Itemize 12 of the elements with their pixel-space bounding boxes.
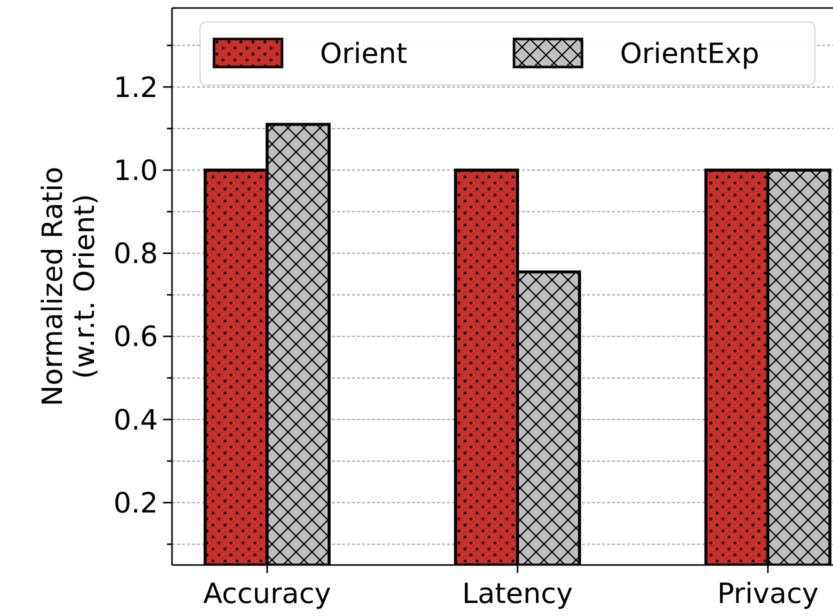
legend-label: Orient bbox=[320, 36, 408, 70]
x-tick-label: Accuracy bbox=[203, 577, 332, 610]
y-tick-label: 1.2 bbox=[113, 70, 158, 104]
y-tick-label: 0.4 bbox=[113, 403, 158, 436]
y-tick-label: 1.0 bbox=[113, 154, 158, 187]
x-tick-label: Latency bbox=[462, 577, 573, 610]
x-tick-label: Privacy bbox=[717, 577, 819, 610]
y-tick-label: 0.8 bbox=[113, 237, 158, 270]
legend-label: OrientExp bbox=[620, 36, 760, 70]
y-tick-label: 0.2 bbox=[113, 486, 158, 520]
y-axis-title: Normalized Ratio (w.r.t. Orient) bbox=[36, 166, 101, 406]
y-tick-label: 0.6 bbox=[113, 320, 158, 354]
